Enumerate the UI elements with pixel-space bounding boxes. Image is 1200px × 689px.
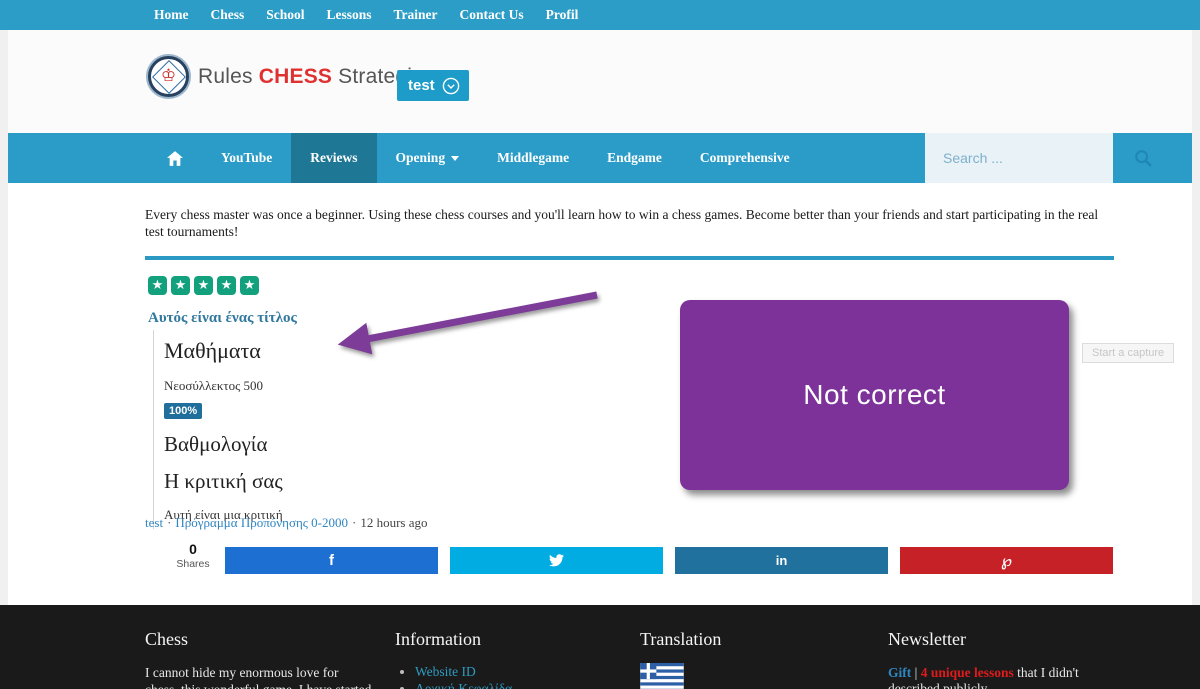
lessons-heading: Μαθήματα bbox=[164, 338, 261, 363]
share-buttons: f in ℘ bbox=[225, 547, 1113, 574]
footer-link[interactable]: Αρχική Κεφαλίδα bbox=[415, 681, 513, 689]
timestamp: 12 hours ago bbox=[360, 515, 428, 530]
main-content: Every chess master was once a beginner. … bbox=[8, 183, 1192, 605]
star-icon: ★ bbox=[148, 276, 167, 295]
footer-newsletter-title: Newsletter bbox=[888, 629, 966, 649]
star-icon: ★ bbox=[171, 276, 190, 295]
facebook-share-button[interactable]: f bbox=[225, 547, 438, 574]
review-body: Μαθήματα Νεοσύλλεκτος 500 100% Βαθμολογί… bbox=[153, 330, 483, 529]
topbar-item-home[interactable]: Home bbox=[154, 7, 189, 22]
intro-text: Every chess master was once a beginner. … bbox=[145, 207, 1099, 239]
rating-heading: Βαθμολογία bbox=[164, 432, 268, 456]
not-correct-annotation-box: Not correct bbox=[680, 300, 1069, 490]
topbar-item-school[interactable]: School bbox=[266, 7, 305, 22]
topbar-item-trainer[interactable]: Trainer bbox=[393, 7, 438, 22]
newsletter-text-line2: described publicly bbox=[888, 681, 988, 689]
footer-information-column: Information Website ID Αρχική Κεφαλίδα bbox=[395, 605, 630, 689]
nav-home[interactable] bbox=[148, 133, 202, 183]
facebook-icon: f bbox=[329, 552, 334, 569]
rating-stars: ★ ★ ★ ★ ★ bbox=[148, 276, 259, 295]
topbar-item-contact-us[interactable]: Contact Us bbox=[459, 7, 524, 22]
star-icon: ★ bbox=[240, 276, 259, 295]
review-title-link[interactable]: Αυτός είναι ένας τίτλος bbox=[148, 310, 297, 326]
rank-text: Νεοσύλλεκτος 500 bbox=[164, 378, 264, 393]
footer-translation-column: Translation bbox=[640, 605, 875, 689]
start-capture-button[interactable]: Start a capture bbox=[1082, 343, 1175, 363]
nav-youtube[interactable]: YouTube bbox=[221, 150, 273, 165]
linkedin-share-button[interactable]: in bbox=[675, 547, 888, 574]
footer-information-title: Information bbox=[395, 629, 481, 649]
nav-middlegame[interactable]: Middlegame bbox=[497, 150, 570, 165]
gift-link[interactable]: Gift bbox=[888, 665, 912, 680]
footer-translation-title: Translation bbox=[640, 629, 722, 649]
site-logo[interactable]: ♔ Rules CHESS Strategies bbox=[148, 56, 435, 97]
footer-chess-column: Chess I cannot hide my enormous love for… bbox=[145, 605, 395, 689]
nav-comprehensive[interactable]: Comprehensive bbox=[699, 150, 790, 165]
list-item: Website ID bbox=[415, 663, 630, 680]
list-item: Αρχική Κεφαλίδα bbox=[415, 680, 630, 689]
site-footer: Chess I cannot hide my enormous love for… bbox=[0, 605, 1200, 689]
review-meta: test · Πρόγραμμα Προπόνησης 0-2000 · 12 hour… bbox=[145, 515, 428, 530]
pinterest-icon: ℘ bbox=[1000, 551, 1013, 570]
footer-chess-text: I cannot hide my enormous love for chess… bbox=[145, 665, 371, 689]
newsletter-text: Gift | 4 unique lessons that I didn't bbox=[888, 665, 1079, 680]
footer-chess-title: Chess bbox=[145, 629, 189, 649]
progress-badge: 100% bbox=[164, 403, 203, 419]
greek-flag-icon[interactable] bbox=[640, 663, 684, 689]
program-link[interactable]: Πρόγραμμα Προπόνησης 0-2000 bbox=[175, 515, 348, 530]
user-menu-label: test bbox=[408, 77, 435, 94]
star-icon: ★ bbox=[194, 276, 213, 295]
nav-opening[interactable]: Opening bbox=[377, 133, 479, 183]
chevron-down-icon bbox=[451, 155, 460, 161]
share-count: 0 Shares bbox=[168, 541, 218, 570]
nav-reviews[interactable]: Reviews bbox=[291, 133, 377, 183]
home-icon bbox=[167, 150, 183, 166]
star-icon: ★ bbox=[217, 276, 236, 295]
author-link[interactable]: test bbox=[145, 515, 164, 530]
review-text: Αυτή είναι μια κριτική bbox=[164, 507, 283, 522]
divider bbox=[145, 256, 1114, 260]
site-header: ♔ Rules CHESS Strategies test bbox=[8, 30, 1192, 133]
search-input[interactable] bbox=[925, 150, 1130, 166]
top-utility-bar: Home Chess School Lessons Trainer Contac… bbox=[0, 0, 1200, 30]
topbar-item-lessons[interactable]: Lessons bbox=[326, 7, 372, 22]
pinterest-share-button[interactable]: ℘ bbox=[900, 547, 1113, 574]
share-count-label: Shares bbox=[176, 558, 210, 570]
chess-king-logo-icon: ♔ bbox=[148, 56, 189, 97]
topbar-item-chess[interactable]: Chess bbox=[210, 7, 245, 22]
annotation-text: Not correct bbox=[803, 379, 946, 410]
your-review-heading: Η κριτική σας bbox=[164, 469, 283, 493]
linkedin-icon: in bbox=[775, 553, 788, 568]
main-navigation: YouTube Reviews Opening Middlegame Endga… bbox=[8, 133, 1192, 183]
share-count-number: 0 bbox=[189, 541, 197, 557]
user-menu-button[interactable]: test bbox=[397, 70, 469, 101]
nav-endgame[interactable]: Endgame bbox=[607, 150, 662, 165]
topbar-item-profil[interactable]: Profil bbox=[545, 7, 579, 22]
twitter-share-button[interactable] bbox=[450, 547, 663, 574]
chevron-down-circle-icon bbox=[442, 77, 459, 94]
search-button[interactable] bbox=[1130, 149, 1168, 167]
website-id-link[interactable]: Website ID bbox=[415, 664, 476, 679]
footer-link-list: Website ID Αρχική Κεφαλίδα bbox=[395, 663, 630, 689]
search-box bbox=[925, 133, 1152, 183]
twitter-icon bbox=[549, 554, 564, 567]
footer-newsletter-column: Newsletter Gift | 4 unique lessons that … bbox=[888, 605, 1168, 689]
search-icon bbox=[1135, 150, 1152, 167]
